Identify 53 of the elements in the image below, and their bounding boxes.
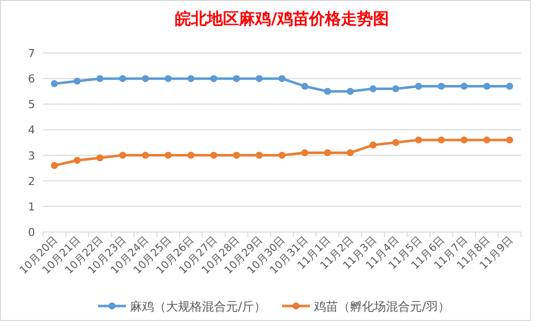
point [438,136,445,144]
point [232,75,240,82]
point [187,75,194,82]
point [346,149,354,156]
y-tick-label: 4 [28,124,35,137]
point [210,75,218,82]
y-tick-label: 1 [28,200,35,214]
point [119,152,126,159]
legend-label: 鸡苗（孵化场混合元/羽） [313,300,450,314]
point [392,85,400,92]
point [210,152,218,159]
point [96,75,104,82]
point [415,136,422,144]
point [370,85,377,92]
point [483,136,490,144]
point [164,152,172,159]
point [187,152,194,159]
point [392,139,400,146]
chart-title: 皖北地区麻鸡/鸡苗价格走势图 [175,9,389,28]
point [506,136,514,144]
y-tick-label: 2 [28,174,35,188]
point [483,82,490,90]
y-tick-label: 6 [28,72,35,86]
point [96,154,104,162]
point [301,82,308,90]
legend-label: 麻鸡（大规格混合元/斤） [130,300,266,314]
point [324,88,332,95]
point [460,82,468,90]
point [278,152,286,159]
point [50,162,58,170]
point [74,156,81,164]
point [346,88,354,95]
point [142,152,149,159]
y-tick-label: 5 [28,98,35,112]
point [301,149,308,156]
point [460,136,468,144]
point [506,82,514,90]
y-tick-label: 0 [28,226,35,239]
point [256,75,263,82]
point [256,152,263,159]
point [142,75,149,82]
point [119,75,126,82]
y-tick-label: 7 [28,47,35,60]
point [50,80,58,88]
point [232,152,240,159]
point [415,82,422,90]
point [438,82,445,90]
point [74,78,81,85]
point [278,75,286,82]
point [324,149,332,156]
point [164,75,172,82]
point [370,142,377,149]
y-tick-label: 3 [28,149,35,162]
